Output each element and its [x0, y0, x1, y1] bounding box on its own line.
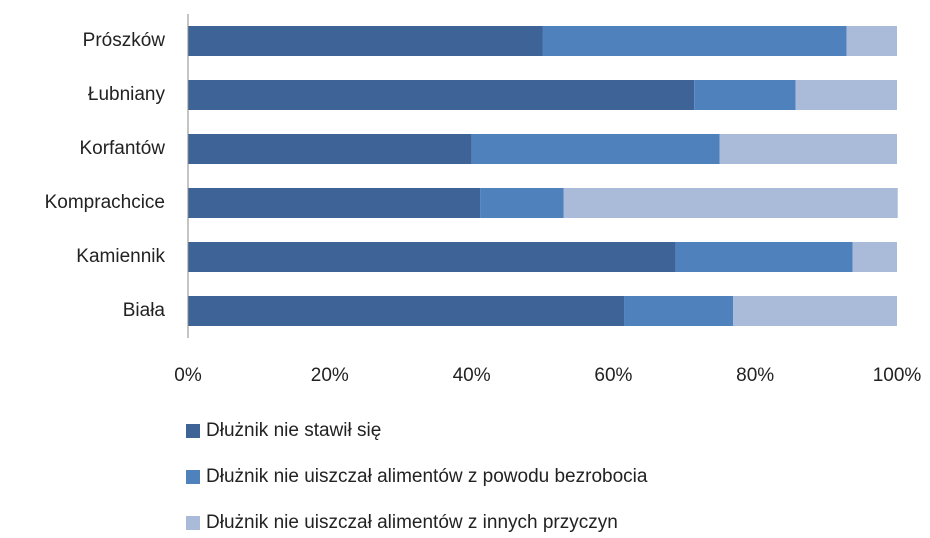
- y-tick-label: Komprachcice: [45, 192, 165, 213]
- bar-segment: [471, 134, 720, 164]
- bar-segment: [719, 134, 897, 164]
- bar-segment: [480, 188, 564, 218]
- bar-segment: [188, 188, 481, 218]
- x-tick-label: 20%: [311, 365, 349, 386]
- legend-label: Dłużnik nie uiszczał alimentów z powodu …: [206, 466, 648, 487]
- legend-swatch: [186, 424, 200, 438]
- legend-swatch: [186, 516, 200, 530]
- x-tick-label: 60%: [594, 365, 632, 386]
- x-tick-label: 0%: [174, 365, 202, 386]
- bar-segment: [563, 188, 898, 218]
- x-tick-label: 40%: [453, 365, 491, 386]
- y-tick-label: Łubniany: [88, 84, 166, 105]
- bar-segment: [188, 26, 543, 56]
- bar-segment: [188, 296, 625, 326]
- y-tick-label: Biała: [123, 300, 166, 321]
- bar-segment: [675, 242, 853, 272]
- bar-segment: [733, 296, 897, 326]
- bar-segment: [795, 80, 897, 110]
- bar-segment: [188, 134, 472, 164]
- bar-segment: [188, 242, 676, 272]
- legend-label: Dłużnik nie stawił się: [206, 420, 381, 441]
- bar-segment: [542, 26, 847, 56]
- y-tick-label: Korfantów: [79, 138, 165, 159]
- y-tick-label: Kamiennik: [76, 246, 165, 267]
- bar-segment: [188, 80, 695, 110]
- legend-swatch: [186, 470, 200, 484]
- bar-segment: [852, 242, 897, 272]
- legend-label: Dłużnik nie uiszczał alimentów z innych …: [206, 512, 618, 533]
- x-tick-label: 100%: [873, 365, 922, 386]
- bar-segment: [694, 80, 796, 110]
- bar-segment: [846, 26, 897, 56]
- y-tick-label: Prószków: [83, 30, 166, 51]
- bar-segment: [624, 296, 734, 326]
- x-tick-label: 80%: [736, 365, 774, 386]
